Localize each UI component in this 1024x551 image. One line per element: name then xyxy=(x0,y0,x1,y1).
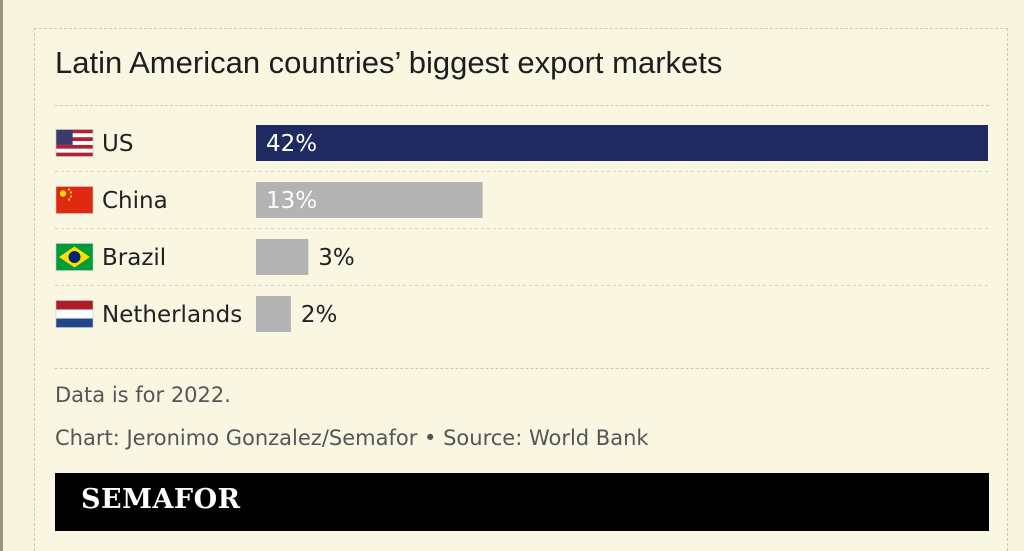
bar xyxy=(256,125,988,161)
brazil-flag-icon xyxy=(55,243,94,271)
left-border-rule xyxy=(0,0,3,551)
title-divider xyxy=(55,105,989,106)
chart-title: Latin American countries’ biggest export… xyxy=(55,45,723,80)
bar xyxy=(256,239,309,275)
data-label: 3% xyxy=(318,245,355,271)
chart-card: Latin American countries’ biggest export… xyxy=(34,28,1008,551)
category-label: US xyxy=(102,131,133,157)
semafor-logo: SEMAFOR xyxy=(81,484,241,515)
bar-chart: US 42% China 13% Brazil 3% Netherlands 2% xyxy=(55,125,989,332)
category-label: Netherlands xyxy=(102,302,242,328)
data-label: 13% xyxy=(266,188,317,214)
source-credit: Chart: Jeronimo Gonzalez/Semafor • Sourc… xyxy=(55,426,649,450)
bar-row-china: China 13% xyxy=(55,182,989,229)
netherlands-flag-icon xyxy=(55,300,94,328)
chart-bottom-divider xyxy=(55,368,989,369)
bar-row-netherlands: Netherlands 2% xyxy=(55,296,338,332)
data-label: 42% xyxy=(266,131,317,157)
china-flag-icon xyxy=(55,186,94,214)
category-label: Brazil xyxy=(102,245,166,271)
us-flag-icon xyxy=(55,129,94,157)
bar-row-us: US 42% xyxy=(55,125,989,172)
data-year-note: Data is for 2022. xyxy=(55,383,231,407)
bar xyxy=(256,182,483,218)
publisher-banner: SEMAFOR xyxy=(55,473,989,531)
bar-row-brazil: Brazil 3% xyxy=(55,239,989,286)
category-label: China xyxy=(102,188,168,214)
data-label: 2% xyxy=(301,302,338,328)
bar xyxy=(256,296,291,332)
